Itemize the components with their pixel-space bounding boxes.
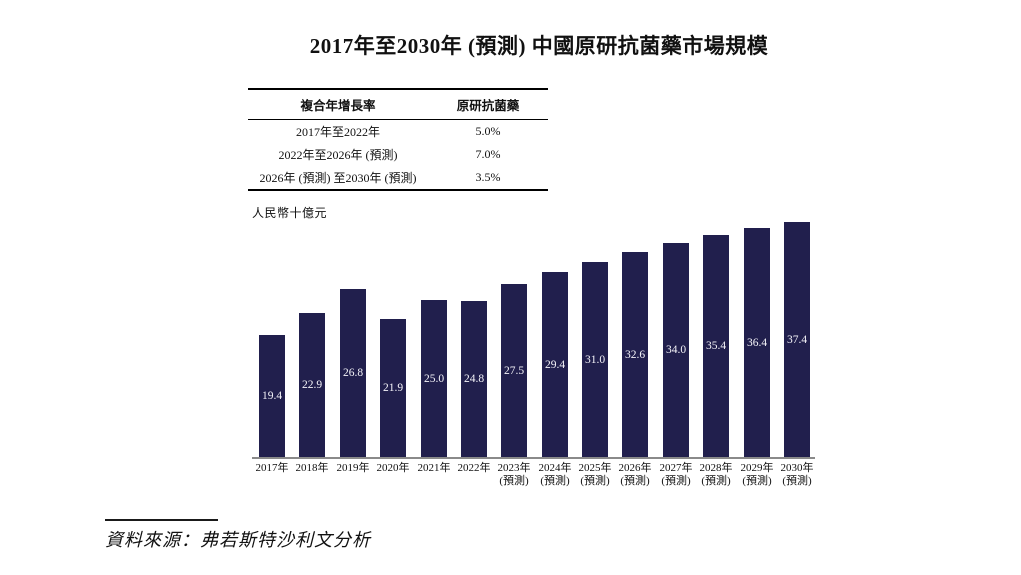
bar-value-label: 34.0 [665, 344, 687, 356]
cagr-table-header-drug: 原研抗菌藥 [456, 99, 520, 113]
bar-value-label: 37.4 [786, 333, 808, 346]
x-axis-tick-labels: 2017年 2018年 2019年 2020年 2021年 2022年 2023年 (預測) 2… [252, 462, 815, 494]
x-axis-label-year: 2026年 [618, 462, 652, 474]
x-axis-label-forecast-note: (預測) [782, 475, 812, 487]
x-axis-label-forecast-note: (預測) [701, 475, 731, 487]
x-axis-label: 2029年 (預測) [733, 462, 781, 488]
x-axis-label: 2030年 (預測) [773, 462, 821, 488]
bar-2021年: 25.0 [421, 300, 447, 457]
bar-value-label: 25.0 [423, 372, 445, 385]
bar-2030年: 37.4 [784, 222, 810, 457]
bar-2018年: 22.9 [299, 313, 325, 457]
x-axis-label-year: 2027年 [659, 462, 693, 474]
x-axis-label-year: 2030年 [780, 462, 814, 474]
cagr-table-header-row: 複合年增長率 原研抗菌藥 [248, 90, 548, 120]
cagr-period: 2017年至2022年 [295, 125, 380, 139]
x-axis-label-year: 2019年 [336, 462, 370, 474]
x-axis-label-year: 2022年 [457, 462, 491, 474]
x-axis-label: 2028年 (預測) [692, 462, 740, 488]
chart-title: 2017年至2030年 (預測) 中國原研抗菌藥市場規模 [309, 34, 769, 58]
bar-value-label: 36.4 [746, 336, 768, 349]
x-axis-label: 2023年 (預測) [490, 462, 538, 488]
x-axis-label: 2021年 [410, 462, 458, 475]
cagr-table-header-period: 複合年增長率 [300, 99, 376, 113]
x-axis-line [252, 457, 815, 459]
x-axis-label-forecast-note: (預測) [620, 475, 650, 487]
bar-2019年: 26.8 [340, 289, 366, 457]
x-axis-label: 2025年 (預測) [571, 462, 619, 488]
bar-value-label: 32.6 [624, 348, 646, 361]
bar-value-label: 26.8 [342, 367, 364, 379]
x-axis-label: 2026年 (預測) [611, 462, 659, 488]
source-text: 資料來源：弗若斯特沙利文分析 [105, 530, 371, 550]
cagr-table-row: 2022年至2026年 (預測) 7.0% [248, 143, 548, 166]
x-axis-label-year: 2025年 [578, 462, 612, 474]
x-axis-label-year: 2018年 [295, 462, 329, 474]
bar-2025年: 31.0 [582, 262, 608, 457]
cagr-period: 2026年 (預測) 至2030年 (預測) [259, 171, 417, 185]
x-axis-label-forecast-note: (預測) [580, 475, 610, 487]
bar-2017年: 19.4 [259, 335, 285, 457]
bar-2022年: 24.8 [461, 301, 487, 457]
bar-2024年: 29.4 [542, 272, 568, 457]
x-axis-label: 2017年 [248, 462, 296, 475]
y-axis-unit-label: 人民幣十億元 [252, 206, 328, 220]
x-axis-label-year: 2017年 [255, 462, 289, 474]
bar-2028年: 35.4 [703, 235, 729, 457]
x-axis-label-forecast-note: (預測) [540, 475, 570, 487]
x-axis-label-year: 2023年 [497, 462, 531, 474]
x-axis-label: 2018年 [288, 462, 336, 475]
x-axis-label-forecast-note: (預測) [661, 475, 691, 487]
x-axis-label-year: 2029年 [740, 462, 774, 474]
bar-value-label: 35.4 [705, 340, 727, 352]
cagr-table: 複合年增長率 原研抗菌藥 2017年至2022年 5.0% 2022年至2026… [248, 88, 548, 191]
bar-value-label: 19.4 [261, 390, 283, 402]
bar-value-label: 24.8 [463, 373, 485, 385]
x-axis-label: 2024年 (預測) [531, 462, 579, 488]
bar-value-label: 31.0 [584, 353, 606, 366]
cagr-period: 2022年至2026年 (預測) [278, 148, 398, 162]
x-axis-label: 2020年 [369, 462, 417, 475]
x-axis-label-year: 2024年 [538, 462, 572, 474]
x-axis-label: 2019年 [329, 462, 377, 475]
bar-value-label: 21.9 [382, 382, 404, 394]
bar-2029年: 36.4 [744, 228, 770, 457]
bar-2027年: 34.0 [663, 243, 689, 457]
cagr-value: 3.5% [475, 170, 501, 184]
bar-2023年: 27.5 [501, 284, 527, 457]
bar-2026年: 32.6 [622, 252, 648, 457]
x-axis-label-year: 2028年 [699, 462, 733, 474]
cagr-value: 5.0% [475, 124, 501, 138]
bar-value-label: 27.5 [503, 364, 525, 377]
x-axis-label: 2027年 (預測) [652, 462, 700, 488]
x-axis-label-year: 2021年 [417, 462, 451, 474]
cagr-value: 7.0% [475, 147, 501, 161]
cagr-table-row: 2026年 (預測) 至2030年 (預測) 3.5% [248, 166, 548, 189]
x-axis-label-forecast-note: (預測) [742, 475, 772, 487]
bar-value-label: 22.9 [301, 379, 323, 391]
x-axis-label-year: 2020年 [376, 462, 410, 474]
x-axis-label-forecast-note: (預測) [499, 475, 529, 487]
footnote-rule [105, 519, 218, 521]
bar-2020年: 21.9 [380, 319, 406, 457]
bar-value-label: 29.4 [544, 358, 566, 371]
bar-chart-plot-area: 19.4 22.9 26.8 21.9 25.0 24.8 27.5 29.4 31.0 32.6… [252, 222, 815, 457]
cagr-table-row: 2017年至2022年 5.0% [248, 120, 548, 143]
x-axis-label: 2022年 [450, 462, 498, 475]
